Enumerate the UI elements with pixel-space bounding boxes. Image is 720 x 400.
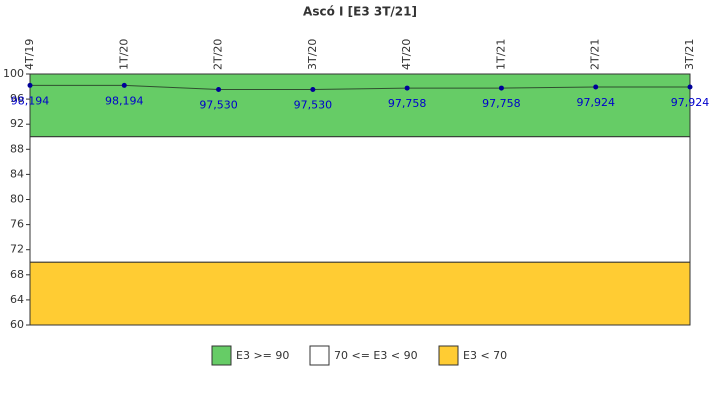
- data-point: [121, 82, 127, 88]
- value-label: 97,530: [294, 98, 333, 111]
- value-label: 98,194: [105, 94, 144, 107]
- y-tick-label: 92: [10, 117, 24, 130]
- legend-label: 70 <= E3 < 90: [334, 349, 418, 362]
- band: [29, 261, 691, 326]
- value-label: 98,194: [11, 94, 50, 107]
- y-tick-label: 88: [10, 142, 24, 155]
- value-label: 97,758: [388, 97, 427, 110]
- legend-swatch: [309, 345, 330, 366]
- y-tick-label: 68: [10, 268, 24, 281]
- legend-swatch: [438, 345, 459, 366]
- x-tick-label: 2T/20: [212, 39, 225, 70]
- band: [29, 136, 691, 263]
- legend-label: E3 < 70: [463, 349, 507, 362]
- data-point: [216, 86, 222, 92]
- data-point: [593, 84, 599, 90]
- y-tick-label: 76: [10, 218, 24, 231]
- data-point: [404, 85, 410, 91]
- y-tick-label: 64: [10, 293, 24, 306]
- value-label: 97,924: [671, 96, 710, 109]
- x-tick-label: 2T/21: [589, 39, 602, 70]
- value-label: 97,758: [482, 97, 521, 110]
- y-tick-label: 96: [10, 92, 24, 105]
- y-tick-label: 100: [3, 67, 24, 80]
- data-point: [310, 86, 316, 92]
- series-line: [30, 84, 690, 90]
- legend-swatch: [211, 345, 232, 366]
- x-tick-label: 4T/20: [400, 39, 413, 70]
- value-label: 97,530: [199, 98, 238, 111]
- x-tick-label: 4T/19: [23, 39, 36, 70]
- x-tick-label: 3T/20: [306, 39, 319, 70]
- band: [29, 73, 691, 138]
- y-tick-label: 60: [10, 318, 24, 331]
- y-tick-label: 72: [10, 243, 24, 256]
- x-tick-label: 3T/21: [683, 39, 696, 70]
- y-tick-label: 80: [10, 193, 24, 206]
- y-tick-label: 84: [10, 167, 24, 180]
- data-point: [498, 85, 504, 91]
- chart-title: Ascó I [E3 3T/21]: [303, 5, 417, 19]
- x-tick-label: 1T/20: [117, 39, 130, 70]
- value-label: 97,924: [576, 96, 615, 109]
- legend-label: E3 >= 90: [236, 349, 289, 362]
- data-point: [687, 84, 693, 90]
- data-point: [27, 82, 33, 88]
- x-tick-label: 1T/21: [494, 39, 507, 70]
